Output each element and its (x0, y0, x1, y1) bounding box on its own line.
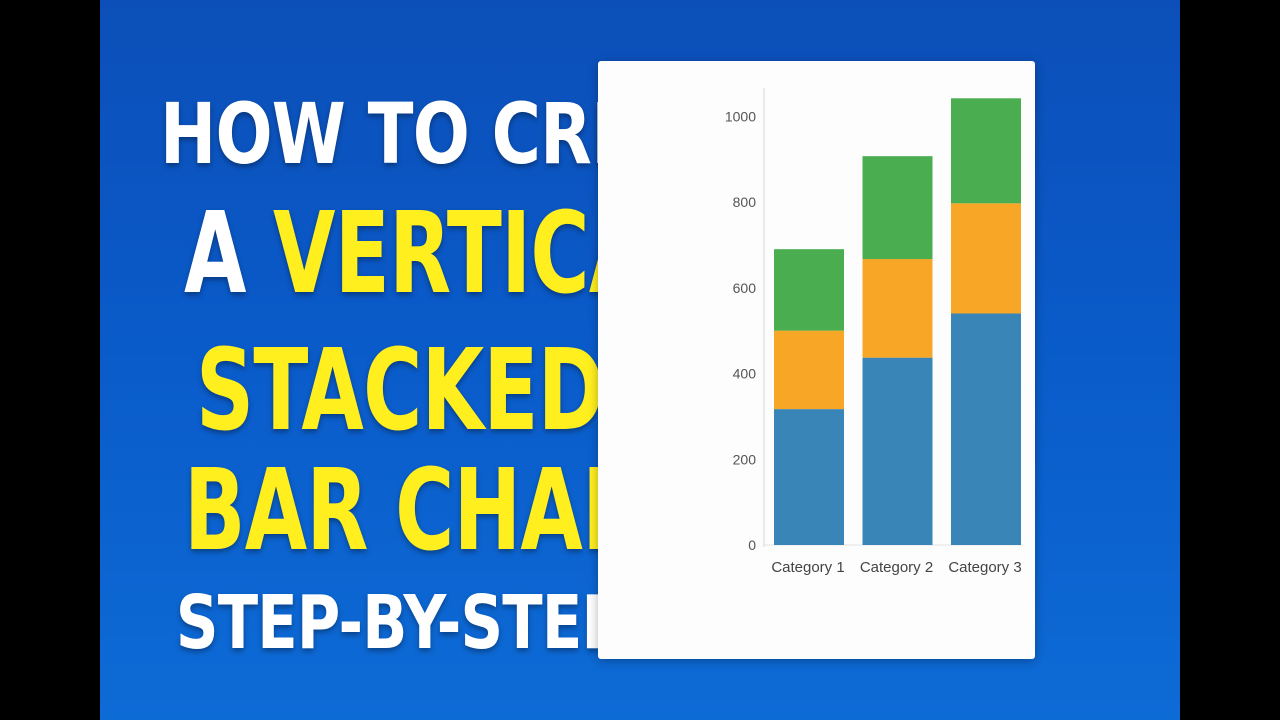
bar-segment-top (951, 98, 1021, 204)
y-tick-label: 0 (748, 537, 756, 553)
headline-line-4: BAR CHART (183, 446, 695, 576)
y-tick-label: 400 (733, 366, 757, 382)
bar-segment-middle (951, 203, 1021, 314)
stacked-bar-chart: 0 200 400 600 800 1000 Category 1 Category 2 Cat… (725, 88, 1023, 576)
bar-segment-top (774, 249, 844, 331)
bar-segment-middle (862, 259, 933, 358)
bar-segment-top (862, 156, 933, 260)
x-tick-label: Category 1 (771, 559, 844, 576)
headline-line-1: HOW TO CREATE (160, 85, 773, 183)
headline-line-2: A VERTICAL (184, 198, 702, 310)
y-tick-label: 800 (733, 194, 757, 210)
bar-segment-middle (774, 330, 844, 410)
chart-card: 0 200 400 600 800 1000 Category 1 Category 2 Cat… (598, 61, 1035, 659)
x-tick-label: Category 2 (860, 559, 933, 576)
y-tick-label: 200 (733, 451, 757, 467)
headline-line-5: STEP-BY-STEP (175, 580, 625, 666)
y-tick-label: 1000 (725, 108, 756, 124)
headline-line-3: STACKED (196, 326, 605, 456)
y-tick-label: 600 (733, 280, 757, 296)
bar-segment-bottom (774, 409, 844, 545)
bar-segment-bottom (951, 313, 1021, 545)
headline-line-2-a: A (183, 189, 246, 319)
bar-segment-bottom (862, 357, 933, 545)
x-tick-label: Category 3 (948, 559, 1021, 576)
